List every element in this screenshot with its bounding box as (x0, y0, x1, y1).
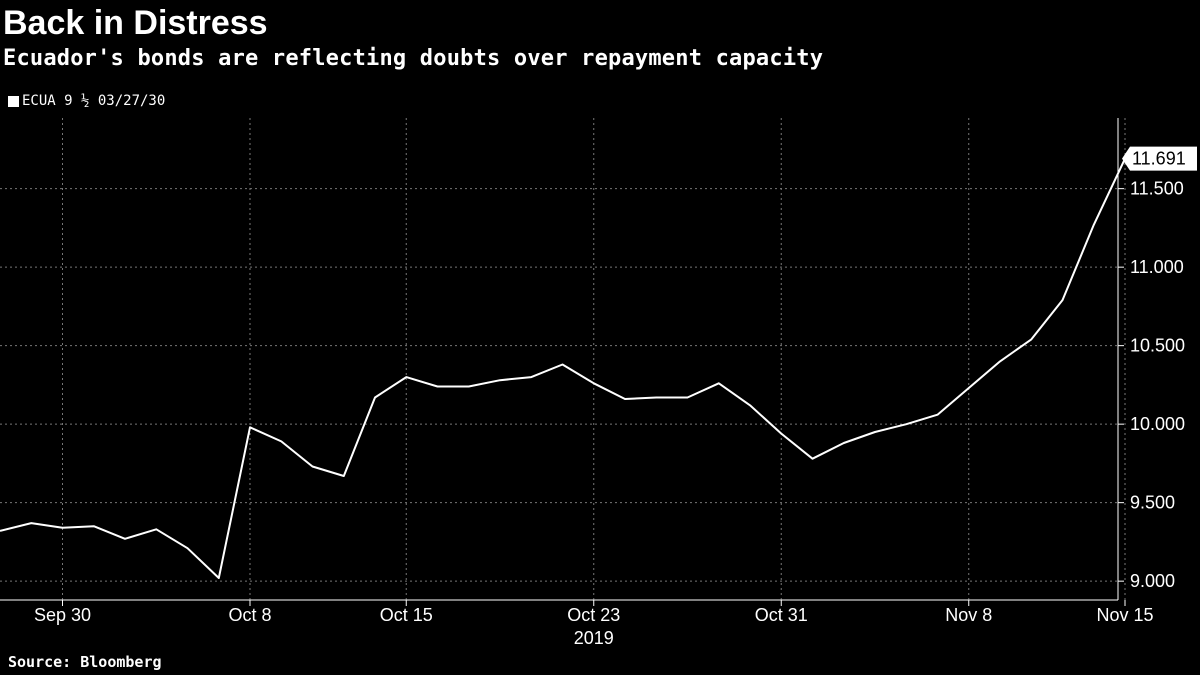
y-tick-label: 11.000 (1130, 257, 1184, 277)
tick-labels: 9.000 9.500 10.000 10.500 11.000 11.500 Sep 30… (34, 146, 1197, 648)
legend: ECUA 9 ½ 03/27/30 (8, 91, 165, 111)
y-tick-label: 9.500 (1130, 493, 1175, 513)
axes (0, 118, 1126, 606)
source-note: Source: Bloomberg (8, 653, 162, 671)
y-tick-label: 9.000 (1130, 571, 1175, 591)
grid-lines (0, 118, 1126, 600)
y-tick-label: 10.500 (1130, 336, 1185, 356)
year-label: 2019 (574, 628, 614, 648)
x-tick-label: Oct 8 (228, 605, 271, 625)
y-tick-label: 10.000 (1130, 414, 1185, 434)
series (0, 158, 1126, 579)
x-tick-label: Nov 15 (1096, 605, 1153, 625)
x-tick-label: Oct 31 (755, 605, 808, 625)
legend-swatch (8, 95, 19, 107)
chart-subtitle: Ecuador's bonds are reflecting doubts ov… (3, 46, 824, 71)
legend-label: ECUA 9 ½ 03/27/30 (22, 93, 166, 109)
x-tick-label: Sep 30 (34, 605, 91, 625)
x-tick-label: Oct 23 (567, 605, 620, 625)
last-value-label: 11.691 (1132, 149, 1186, 169)
chart-title: Back in Distress (3, 4, 268, 42)
last-value-callout (1122, 146, 1197, 171)
series-line (0, 158, 1126, 579)
y-tick-label: 11.500 (1130, 179, 1184, 199)
x-tick-label: Oct 15 (380, 605, 433, 625)
x-tick-label: Nov 8 (945, 605, 992, 625)
